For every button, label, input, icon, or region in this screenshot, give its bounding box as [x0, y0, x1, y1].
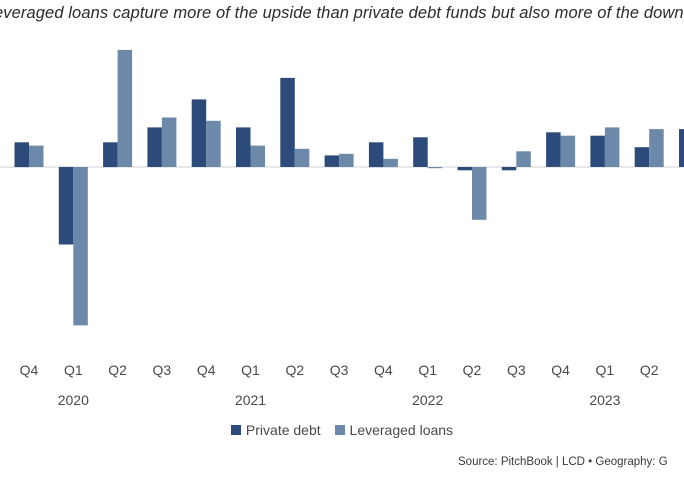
- bar-leveraged-loans-4: [206, 120, 221, 167]
- bar-private-debt-6: [280, 77, 295, 167]
- x-tick-label: Q4: [20, 362, 39, 378]
- bar-private-debt-2: [103, 142, 118, 168]
- bar-private-debt-15: [679, 129, 684, 167]
- bar-leveraged-loans-14: [649, 129, 664, 167]
- bar-leveraged-loans-10: [472, 167, 487, 220]
- bar-private-debt-4: [191, 99, 207, 167]
- bar-private-debt-1: [58, 167, 74, 245]
- x-axis-year-labels: 2020 2021 2022 2023: [58, 392, 621, 408]
- x-tick-label: Q1: [418, 362, 437, 378]
- bar-private-debt-13: [590, 135, 605, 167]
- x-tick-label: Q2: [463, 362, 482, 378]
- bar-private-debt-14: [634, 147, 650, 167]
- x-tick-label: Q2: [285, 362, 304, 378]
- bar-private-debt-8: [368, 142, 384, 168]
- bar-private-debt-3: [147, 127, 162, 167]
- chart-title: everaged loans capture more of the upsid…: [0, 4, 684, 22]
- bar-leveraged-loans-3: [161, 117, 177, 167]
- x-tick-label: Q3: [153, 362, 172, 378]
- bar-private-debt-0: [14, 142, 29, 168]
- x-tick-label: Q1: [596, 362, 615, 378]
- bar-leveraged-loans-8: [383, 158, 398, 168]
- bar-leveraged-loans-2: [117, 49, 133, 167]
- bar-private-debt-10: [457, 167, 472, 171]
- bar-leveraged-loans-9: [427, 167, 443, 169]
- legend-item-private-debt: Private debt: [230, 422, 321, 438]
- bar-private-debt-11: [501, 167, 517, 171]
- bar-leveraged-loans-13: [604, 127, 620, 167]
- source-note: Source: PitchBook | LCD • Geography: G: [458, 456, 668, 468]
- legend-swatch-private-debt: [230, 425, 241, 435]
- x-tick-label: Q1: [64, 362, 83, 378]
- bar-leveraged-loans-7: [339, 153, 354, 167]
- bar-private-debt-5: [236, 127, 251, 167]
- bar-private-debt-12: [546, 132, 561, 167]
- legend-label-leveraged-loans: Leveraged loans: [349, 422, 454, 438]
- bar-private-debt-9: [413, 137, 428, 167]
- x-tick-label: Q4: [197, 362, 216, 378]
- legend: Private debt Leveraged loans: [0, 422, 684, 438]
- bar-chart: Q4Q1Q2Q3Q4Q1Q2Q3Q4Q1Q2Q3Q4Q1Q2Q3 2020202…: [0, 49, 684, 408]
- bar-leveraged-loans-6: [294, 148, 310, 167]
- bar-leveraged-loans-0: [29, 145, 44, 167]
- legend-label-private-debt: Private debt: [245, 422, 321, 438]
- x-year-label-2023: 2023: [589, 392, 620, 408]
- bar-leveraged-loans-12: [560, 135, 576, 167]
- x-tick-label: Q3: [507, 362, 526, 378]
- x-year-label-2020: 2020: [58, 392, 89, 408]
- x-tick-label: Q1: [241, 362, 260, 378]
- bar-leveraged-loans-5: [250, 145, 265, 167]
- x-tick-label: Q4: [551, 362, 570, 378]
- x-tick-label: Q2: [640, 362, 659, 378]
- x-axis-tick-labels: Q4Q1Q2Q3Q4Q1Q2Q3Q4Q1Q2Q3Q4Q1Q2Q3: [20, 362, 659, 378]
- bar-private-debt-7: [324, 155, 340, 167]
- bar-leveraged-loans-11: [516, 151, 531, 167]
- x-tick-label: Q4: [374, 362, 393, 378]
- bars-group: [14, 49, 684, 326]
- bar-leveraged-loans-1: [73, 167, 88, 326]
- x-tick-label: Q2: [108, 362, 127, 378]
- legend-item-leveraged-loans: Leveraged loans: [334, 422, 454, 438]
- x-year-label-2022: 2022: [412, 392, 443, 408]
- x-year-label-2021: 2021: [235, 392, 266, 408]
- x-tick-label: Q3: [330, 362, 349, 378]
- legend-swatch-leveraged-loans: [334, 425, 345, 435]
